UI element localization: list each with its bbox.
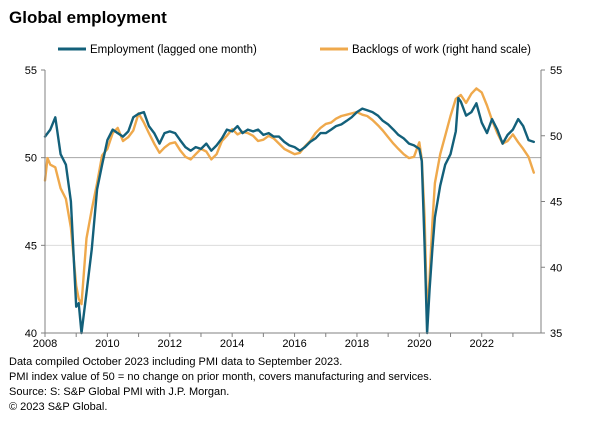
x-tick-label: 2022 xyxy=(469,338,493,350)
series-line-backlogs xyxy=(43,87,535,319)
chart-title: Global employment xyxy=(9,8,167,27)
right-tick-label: 45 xyxy=(550,197,562,209)
x-tick-label: 2018 xyxy=(345,338,369,350)
line-chart: 40 45 50 55 35 40 45 50 55 2008 2010 2012 2014 2016 20… xyxy=(25,44,563,350)
footnotes: Data compiled October 2023 including PMI… xyxy=(9,355,432,415)
footnote-source: Source: S: S&P Global PMI with J.P. Morg… xyxy=(9,386,230,398)
x-tick-label: 2016 xyxy=(282,338,306,350)
x-tick-label: 2020 xyxy=(407,338,431,350)
x-tick-label: 2008 xyxy=(33,338,57,350)
x-tick-label: 2010 xyxy=(95,338,119,350)
footnote-copyright: © 2023 S&P Global. xyxy=(9,401,108,413)
right-tick-label: 35 xyxy=(550,328,562,340)
left-tick-label: 55 xyxy=(25,65,37,77)
footnote-compiled: Data compiled October 2023 including PMI… xyxy=(9,356,343,368)
axes: 40 45 50 55 35 40 45 50 55 2008 2010 2012 2014 2016 20… xyxy=(25,65,563,350)
right-tick-label: 55 xyxy=(550,65,562,77)
legend-label-employment: Employment (lagged one month) xyxy=(90,44,257,56)
x-tick-label: 2014 xyxy=(220,338,244,350)
right-tick-label: 40 xyxy=(550,262,562,274)
right-tick-label: 50 xyxy=(550,131,562,143)
series-line-employment xyxy=(43,96,535,335)
gridlines xyxy=(45,157,541,246)
left-tick-label: 50 xyxy=(25,153,37,165)
series-lines xyxy=(43,87,535,335)
left-tick-label: 40 xyxy=(25,328,37,340)
legend: Employment (lagged one month) Backlogs of… xyxy=(58,44,531,56)
footnote-definition: PMI index value of 50 = no change on pri… xyxy=(9,371,432,383)
left-tick-label: 45 xyxy=(25,240,37,252)
x-tick-label: 2012 xyxy=(158,338,182,350)
legend-label-backlogs: Backlogs of work (right hand scale) xyxy=(352,44,531,56)
